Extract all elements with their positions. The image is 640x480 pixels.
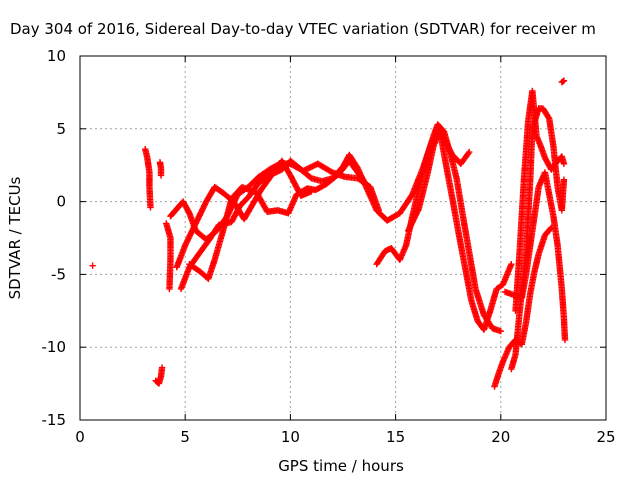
x-tick-label: 10 <box>281 428 300 446</box>
data-point <box>375 207 382 214</box>
data-points <box>89 77 569 390</box>
x-tick-label: 5 <box>180 428 190 446</box>
y-tick-label: -5 <box>51 265 66 283</box>
data-point <box>497 327 504 335</box>
data-point <box>157 172 165 179</box>
data-point <box>367 186 374 194</box>
data-point <box>560 160 568 167</box>
plot-frame <box>79 55 607 421</box>
data-point <box>559 78 567 85</box>
data-point <box>89 262 96 269</box>
data-point <box>465 150 472 157</box>
grid <box>80 56 606 420</box>
chart-title: Day 304 of 2016, Sidereal Day-to-day VTE… <box>10 20 596 38</box>
x-tick-label: 25 <box>596 428 615 446</box>
y-axis-ticks: -15 -10 -5 0 5 10 <box>42 47 606 429</box>
data-point <box>366 185 373 192</box>
y-tick-label: 0 <box>56 193 66 211</box>
data-point <box>158 364 166 371</box>
y-tick-label: 5 <box>56 120 66 138</box>
data-point <box>560 176 568 183</box>
data-point <box>560 77 568 84</box>
data-point <box>466 148 473 156</box>
x-tick-label: 20 <box>491 428 510 446</box>
data-point <box>166 285 173 293</box>
x-axis-ticks: 0 5 10 15 20 25 <box>75 56 616 446</box>
y-axis-label: SDTVAR / TECUs <box>6 176 24 299</box>
x-axis-label: GPS time / hours <box>278 457 404 475</box>
y-tick-label: -15 <box>42 411 67 429</box>
data-point <box>561 336 569 344</box>
data-point <box>147 204 154 211</box>
data-point <box>508 261 515 268</box>
x-tick-label: 15 <box>386 428 405 446</box>
data-point <box>308 188 315 195</box>
y-tick-label: -10 <box>42 338 67 356</box>
y-tick-label: 10 <box>47 47 66 65</box>
x-tick-label: 0 <box>75 428 85 446</box>
